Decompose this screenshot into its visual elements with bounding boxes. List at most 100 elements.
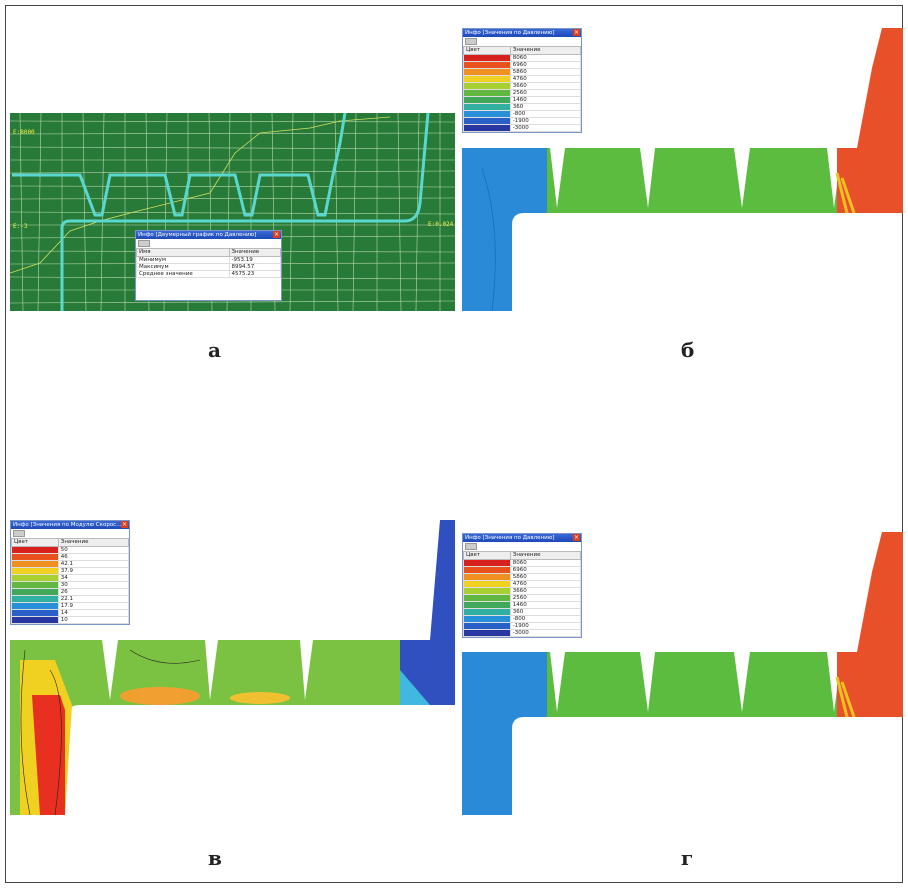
legend-swatch: [464, 97, 511, 104]
legend-value: 1460: [510, 602, 580, 609]
legend-swatch: [464, 609, 511, 616]
column-header: Имя: [137, 249, 230, 257]
legend-swatch: [464, 90, 511, 97]
legend-value: 1460: [510, 97, 580, 104]
window-title: Инфо [Значения по Давлению]: [465, 30, 555, 36]
legend-row: -1900: [464, 623, 581, 630]
window-title: Инфо [Значения по Давлению]: [465, 535, 555, 541]
title-bar: Инфо [Значения по Модулю Скорос...×: [11, 521, 129, 529]
legend-row: -3000: [464, 125, 581, 132]
legend-row: 5860: [464, 574, 581, 581]
legend-value: 3660: [510, 83, 580, 90]
legend-row: 50: [12, 547, 129, 554]
legend-swatch: [12, 603, 59, 610]
legend-swatch: [464, 55, 511, 62]
legend-value: -3000: [510, 630, 580, 637]
panel-label: в: [208, 846, 222, 870]
legend-row: 3660: [464, 83, 581, 90]
close-button[interactable]: ×: [273, 231, 280, 238]
legend-row: 6960: [464, 62, 581, 69]
legend-row: 42.1: [12, 561, 129, 568]
info-table: ЦветЗначение8060696058604760366025601460…: [463, 551, 581, 637]
legend-row: 5860: [464, 69, 581, 76]
legend-row: 26: [12, 589, 129, 596]
legend-swatch: [464, 581, 511, 588]
legend-swatch: [12, 568, 59, 575]
row: Среднее значение4575.23: [137, 271, 281, 278]
legend-swatch: [12, 617, 59, 624]
legend-row: -800: [464, 111, 581, 118]
cell: 4575.23: [229, 271, 281, 278]
title-bar: Инфо [Значения по Давлению] ×: [463, 534, 581, 542]
legend-row: -800: [464, 616, 581, 623]
legend-swatch: [464, 125, 511, 132]
legend-row: -3000: [464, 630, 581, 637]
legend-swatch: [12, 589, 59, 596]
legend-swatch: [12, 582, 59, 589]
legend-swatch: [464, 104, 511, 111]
legend-value: 46: [58, 554, 128, 561]
legend-value: 10: [58, 617, 128, 624]
toolbar-button: [465, 38, 477, 45]
column-header: Значение: [510, 552, 580, 560]
legend-swatch: [12, 596, 59, 603]
legend-swatch: [464, 62, 511, 69]
legend-swatch: [464, 76, 511, 83]
toolbar-button: [138, 240, 150, 247]
cell: Минимум: [137, 257, 230, 264]
row: Минимум-953.19: [137, 257, 281, 264]
legend-swatch: [464, 588, 511, 595]
column-header: Значение: [229, 249, 281, 257]
legend-swatch: [464, 623, 511, 630]
panel-b: Инфо [Значения по Давлению] × ЦветЗначение…: [462, 28, 903, 311]
legend-row: 34: [12, 575, 129, 582]
close-button[interactable]: ×: [573, 29, 580, 36]
panel-label: б: [681, 338, 694, 362]
legend-value: -1900: [510, 118, 580, 125]
legend-swatch: [12, 575, 59, 582]
legend-value: 4760: [510, 76, 580, 83]
close-button[interactable]: ×: [573, 534, 580, 541]
legend-row: -1900: [464, 118, 581, 125]
legend-row: 4760: [464, 76, 581, 83]
window-title: Инфо [Значения по Модулю Скорос...: [13, 522, 121, 528]
legend-value: 22.1: [58, 596, 128, 603]
panel-label: а: [208, 338, 221, 362]
legend-value: 8060: [510, 55, 580, 62]
legend-row: 360: [464, 104, 581, 111]
legend-swatch: [12, 554, 59, 561]
close-button[interactable]: ×: [121, 521, 128, 528]
figure: E:8000E:-3E:0.024Инфо [Двумерный график …: [0, 0, 908, 888]
legend-row: 14: [12, 610, 129, 617]
legend-value: 26: [58, 589, 128, 596]
legend-value: 30: [58, 582, 128, 589]
legend-swatch: [464, 574, 511, 581]
legend-value: 360: [510, 609, 580, 616]
legend-value: 50: [58, 547, 128, 554]
info-table: ЦветЗначение504642.137.934302622.117.914…: [11, 538, 129, 624]
legend-swatch: [464, 567, 511, 574]
legend-swatch: [464, 83, 511, 90]
cell: -953.19: [229, 257, 281, 264]
legend-row: 2560: [464, 90, 581, 97]
legend-row: 10: [12, 617, 129, 624]
cell: 8994.57: [229, 264, 281, 271]
legend-value: 4760: [510, 581, 580, 588]
legend-value: -800: [510, 616, 580, 623]
title-bar: Инфо [Значения по Давлению] ×: [463, 29, 581, 37]
toolbar-button: [13, 530, 25, 537]
legend-value: 2560: [510, 595, 580, 602]
legend-value: 6960: [510, 62, 580, 69]
legend-swatch: [12, 610, 59, 617]
legend-row: 1460: [464, 602, 581, 609]
panel-a: E:8000E:-3E:0.024Инфо [Двумерный график …: [10, 113, 455, 311]
legend-row: 360: [464, 609, 581, 616]
legend-swatch: [464, 69, 511, 76]
legend-swatch: [464, 560, 511, 567]
